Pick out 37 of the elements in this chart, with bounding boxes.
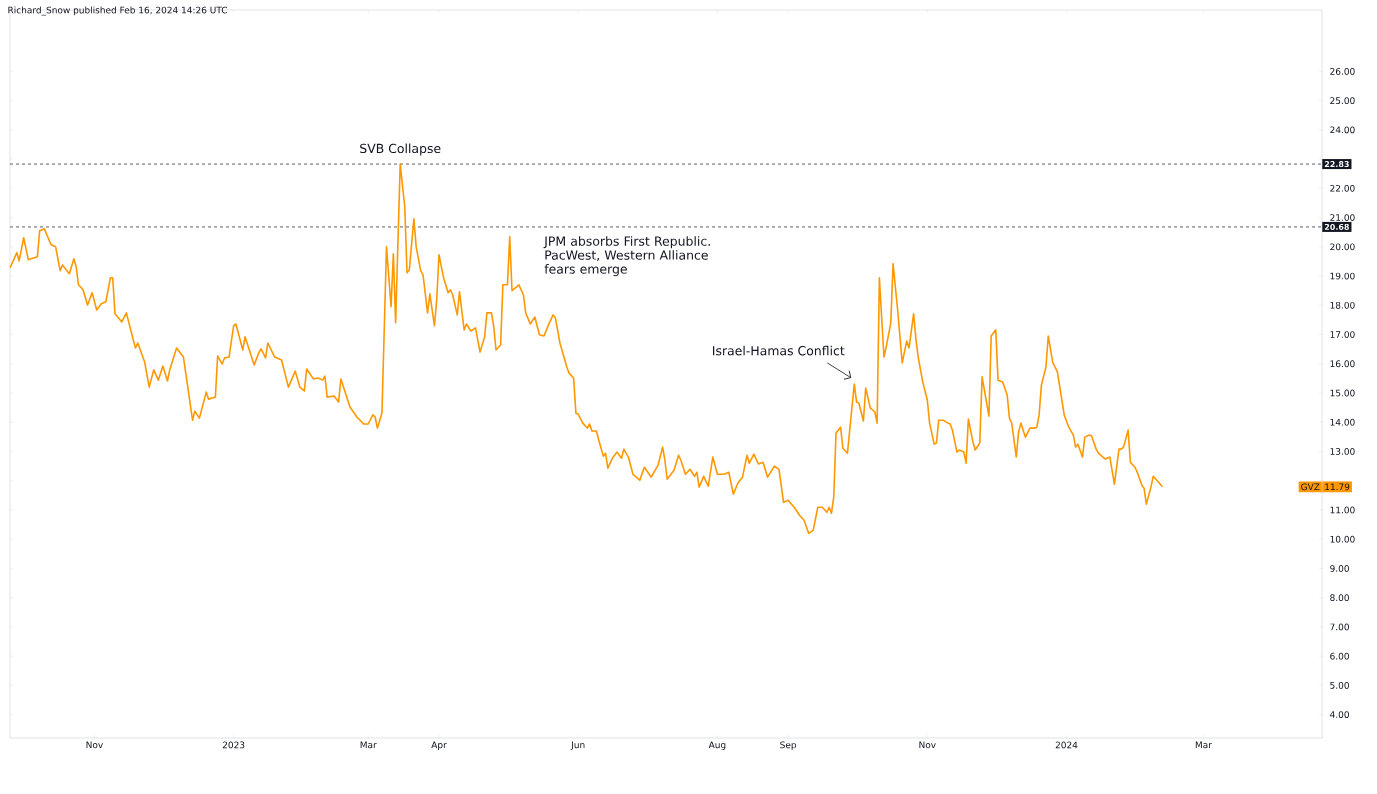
x-tick-label: Mar	[1195, 741, 1212, 749]
x-tick-label: Mar	[360, 741, 377, 749]
y-tick-label: 21.00	[1330, 214, 1355, 221]
x-tick-label: 2024	[1055, 741, 1078, 749]
y-tick-label: 15.00	[1330, 389, 1355, 397]
y-tick-label: 18.00	[1330, 301, 1355, 309]
y-tick-label: 13.00	[1330, 448, 1355, 455]
annotation: Richard_Snow published Feb 16, 2024 14:26 UTC	[8, 6, 228, 16]
y-tick-label: 24.00	[1330, 126, 1355, 134]
y-tick-label: 20.00	[1330, 243, 1355, 251]
y-tick-label: 26.00	[1330, 67, 1355, 75]
y-tick-label: 10.00	[1330, 535, 1355, 543]
y-tick-label: 8.00	[1330, 594, 1349, 602]
y-tick-label: 5.00	[1330, 681, 1349, 689]
y-tick-label: 19.00	[1330, 272, 1355, 280]
x-tick-label: Sep	[780, 741, 797, 751]
annotation: Israel-Hamas Conflict	[713, 345, 845, 356]
y-tick-label: 9.00	[1330, 565, 1349, 572]
legend-label: GVZ	[1301, 483, 1320, 491]
text: 11.79	[1325, 483, 1350, 491]
y-tick-label: 7.00	[1330, 623, 1349, 631]
y-tick-label: 14.00	[1330, 418, 1355, 426]
y-tick-label: 22.00	[1330, 184, 1355, 192]
y-tick-label: 17.00	[1330, 331, 1355, 338]
y-tick-label: 6.00	[1330, 652, 1349, 660]
x-tick-label: Jun	[570, 741, 585, 750]
annotation: JPM absorbs First Republic. PacWest, Western Alliance fears emerge	[543, 236, 710, 277]
y-tick-label: 4.00	[1330, 711, 1349, 718]
annotation: SVB Collapse	[360, 143, 441, 156]
x-tick-label: Nov	[86, 741, 103, 749]
x-tick-label: Nov	[919, 741, 936, 749]
x-tick-label: Apr	[431, 741, 447, 750]
y-tick-label: 25.00	[1330, 97, 1355, 105]
x-tick-label: Aug	[708, 741, 726, 750]
x-tick-label: 2023	[222, 741, 245, 749]
y-tick-label: 11.00	[1330, 506, 1355, 514]
y-tick-label: 16.00	[1330, 360, 1355, 368]
